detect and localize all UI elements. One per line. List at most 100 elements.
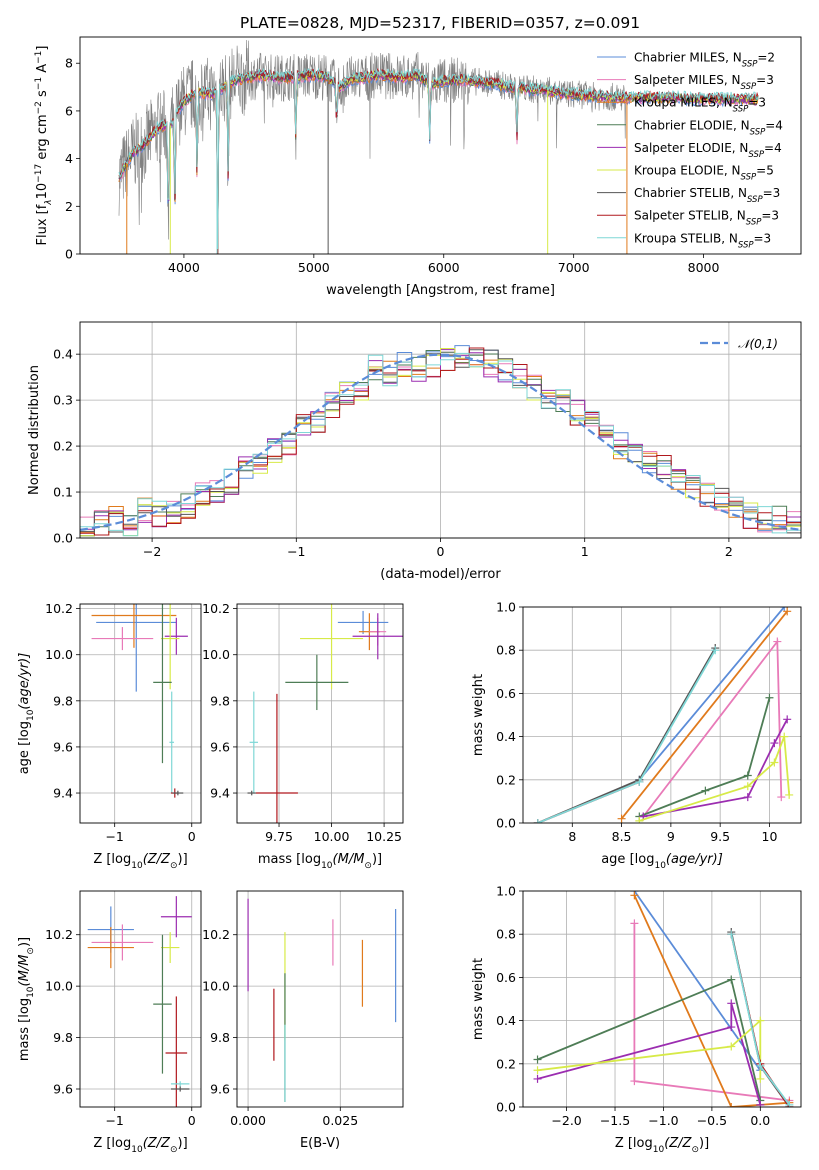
weight-marker xyxy=(533,819,542,823)
plot-area xyxy=(91,604,188,798)
x-tick-label: 6000 xyxy=(428,260,460,275)
x-tick-label: −2 xyxy=(143,544,161,559)
y-tick-label: 10.2 xyxy=(202,927,230,942)
axes-frame xyxy=(522,890,802,1108)
y-tick-label: 0.1 xyxy=(53,485,73,500)
weight-marker xyxy=(743,782,752,791)
legend-entry: Chabrier ELODIE, NSSP=4 xyxy=(634,118,783,137)
x-tick-label: 10.25 xyxy=(366,829,402,844)
y-tick-label: 9.6 xyxy=(210,1082,230,1097)
y-tick-label: 0.2 xyxy=(53,439,73,454)
y-tick-label: 0.2 xyxy=(496,772,516,787)
x-tick-label: −1 xyxy=(287,544,305,559)
x-axis-label: mass [log10(M/M⊙)] xyxy=(258,852,382,871)
y-tick-label: 0.4 xyxy=(496,1013,516,1028)
plot-area xyxy=(247,604,403,823)
x-axis-label: (data-model)/error xyxy=(380,567,501,582)
errorbar-chabrier-stelib xyxy=(170,1086,190,1092)
legend-entry: Salpeter STELIB, NSSP=3 xyxy=(634,209,779,228)
panel-weight_vs_Z: −2.0 −1.5 −1.0 −0.5 0.0 0.0 0.2 0.4 0.6 0.8 1.0 Z [… xyxy=(471,884,802,1155)
y-tick-label: 0.6 xyxy=(496,686,516,701)
axes-frame xyxy=(79,603,202,824)
weight-marker xyxy=(617,814,626,823)
y-tick-label: 10.0 xyxy=(202,647,230,662)
y-tick-label: 9.8 xyxy=(53,693,73,708)
errorbar-salpeter-miles xyxy=(91,627,154,651)
legend-entry: Chabrier MILES, NSSP=2 xyxy=(634,51,775,70)
weight-line xyxy=(620,610,788,820)
panel-weight_vs_age: 8 8.5 9 9.5 10 0.0 0.2 0.4 0.6 0.8 1.0 age [log10(a… xyxy=(471,600,802,871)
panel-mass_vs_Z: −1 0 9.6 9.8 10.0 10.2 Z [log10(Z/Z⊙)] mass [lo… xyxy=(17,890,202,1155)
x-tick-label: 0 xyxy=(188,829,196,844)
y-tick-label: 9.6 xyxy=(53,739,73,754)
x-tick-label: 9.5 xyxy=(710,829,730,844)
weight-line xyxy=(638,697,771,818)
y-tick-label: 1.0 xyxy=(496,884,516,899)
weight-series-chabrier-elodie xyxy=(635,693,774,821)
axes-frame xyxy=(79,890,202,1108)
x-tick-label: 0.025 xyxy=(322,1113,358,1128)
legend-entry: Salpeter MILES, NSSP=3 xyxy=(634,73,774,92)
x-axis-label: Z [log10(Z/Z⊙)] xyxy=(93,852,187,871)
legend-entry: Kroupa ELODIE, NSSP=5 xyxy=(634,164,774,183)
panel-residual_histogram: −2 −1 0 1 2 0.0 0.1 0.2 0.3 0.4 𝒩(0,1) (data-model)… xyxy=(27,321,802,582)
figure-title: PLATE=0828, MJD=52317, FIBERID=0357, z=0… xyxy=(240,14,640,32)
y-tick-label: 4 xyxy=(65,151,73,166)
panel-spectrum: 4000 5000 6000 7000 8000 0 2 4 6 8 wavelength [Ang… xyxy=(34,36,802,298)
y-tick-label: 9.6 xyxy=(53,1082,73,1097)
y-tick-label: 0.0 xyxy=(496,1100,516,1115)
x-axis-label: Z [log10(Z/Z⊙)] xyxy=(93,1136,187,1155)
grid-lines xyxy=(80,891,201,1107)
errorbar-kroupa-stelib xyxy=(170,1081,190,1087)
weight-marker xyxy=(533,1066,542,1075)
x-tick-label: 7000 xyxy=(558,260,590,275)
y-tick-label: 0.4 xyxy=(53,347,73,362)
panel-mass_vs_ebv: 0.000 0.025 9.6 9.8 10.0 10.2 E(B-V) xyxy=(202,890,404,1151)
y-tick-label: 9.8 xyxy=(210,693,230,708)
errorbar-kroupa-elodie xyxy=(300,604,364,690)
y-tick-label: 0.3 xyxy=(53,393,73,408)
errorbar-salpeter-stelib xyxy=(255,693,298,823)
weight-marker xyxy=(711,646,720,655)
x-tick-label: 8.5 xyxy=(612,829,632,844)
plot-area xyxy=(118,39,759,254)
weight-marker xyxy=(727,975,736,984)
panel-age_vs_mass: 9.75 10.00 10.25 9.4 9.6 9.8 10.0 10.2 mass [log… xyxy=(202,601,404,871)
axes-frame xyxy=(79,321,802,539)
errorbar-kroupa-elodie xyxy=(160,604,180,690)
weight-marker xyxy=(777,793,786,802)
plot-area xyxy=(247,898,397,1102)
axes-frame xyxy=(522,606,802,824)
y-tick-label: 0.8 xyxy=(496,643,516,658)
y-tick-label: 9.8 xyxy=(53,1030,73,1045)
y-tick-label: 10.0 xyxy=(45,647,73,662)
weight-marker xyxy=(770,739,779,748)
errorbar-chabrier-miles xyxy=(337,610,389,634)
errorbar-salpeter-elodie xyxy=(352,613,403,660)
errorbar-chabrier-stelib xyxy=(172,790,184,796)
y-tick-label: 10.0 xyxy=(45,979,73,994)
weight-line xyxy=(638,607,785,781)
weight-marker xyxy=(780,607,789,611)
weight-line xyxy=(537,1003,762,1106)
errorbar-chabrier-stelib xyxy=(247,790,256,796)
x-tick-label: 10.00 xyxy=(314,829,350,844)
y-tick-label: 9.8 xyxy=(210,1030,230,1045)
legend-entry: Kroupa STELIB, NSSP=3 xyxy=(634,231,771,250)
errorbar-chabrier-elodie xyxy=(153,604,172,764)
y-axis-label: mass weight xyxy=(471,674,486,756)
legend-normal-label: 𝒩(0,1) xyxy=(738,337,778,351)
weight-series-chabrier-elodie xyxy=(533,975,765,1105)
x-tick-label: −2.0 xyxy=(551,1113,581,1128)
weight-marker xyxy=(756,1074,765,1083)
legend-entry: Chabrier STELIB, NSSP=3 xyxy=(634,186,780,205)
x-tick-label: 0 xyxy=(437,544,445,559)
weight-line xyxy=(633,894,790,1107)
weight-marker xyxy=(743,793,752,802)
weight-marker xyxy=(743,771,752,780)
weight-series-kroupa-stelib xyxy=(533,646,720,823)
y-tick-label: 0.2 xyxy=(496,1056,516,1071)
axes-frame xyxy=(236,603,404,824)
weight-series-kroupa-stelib xyxy=(727,930,794,1107)
